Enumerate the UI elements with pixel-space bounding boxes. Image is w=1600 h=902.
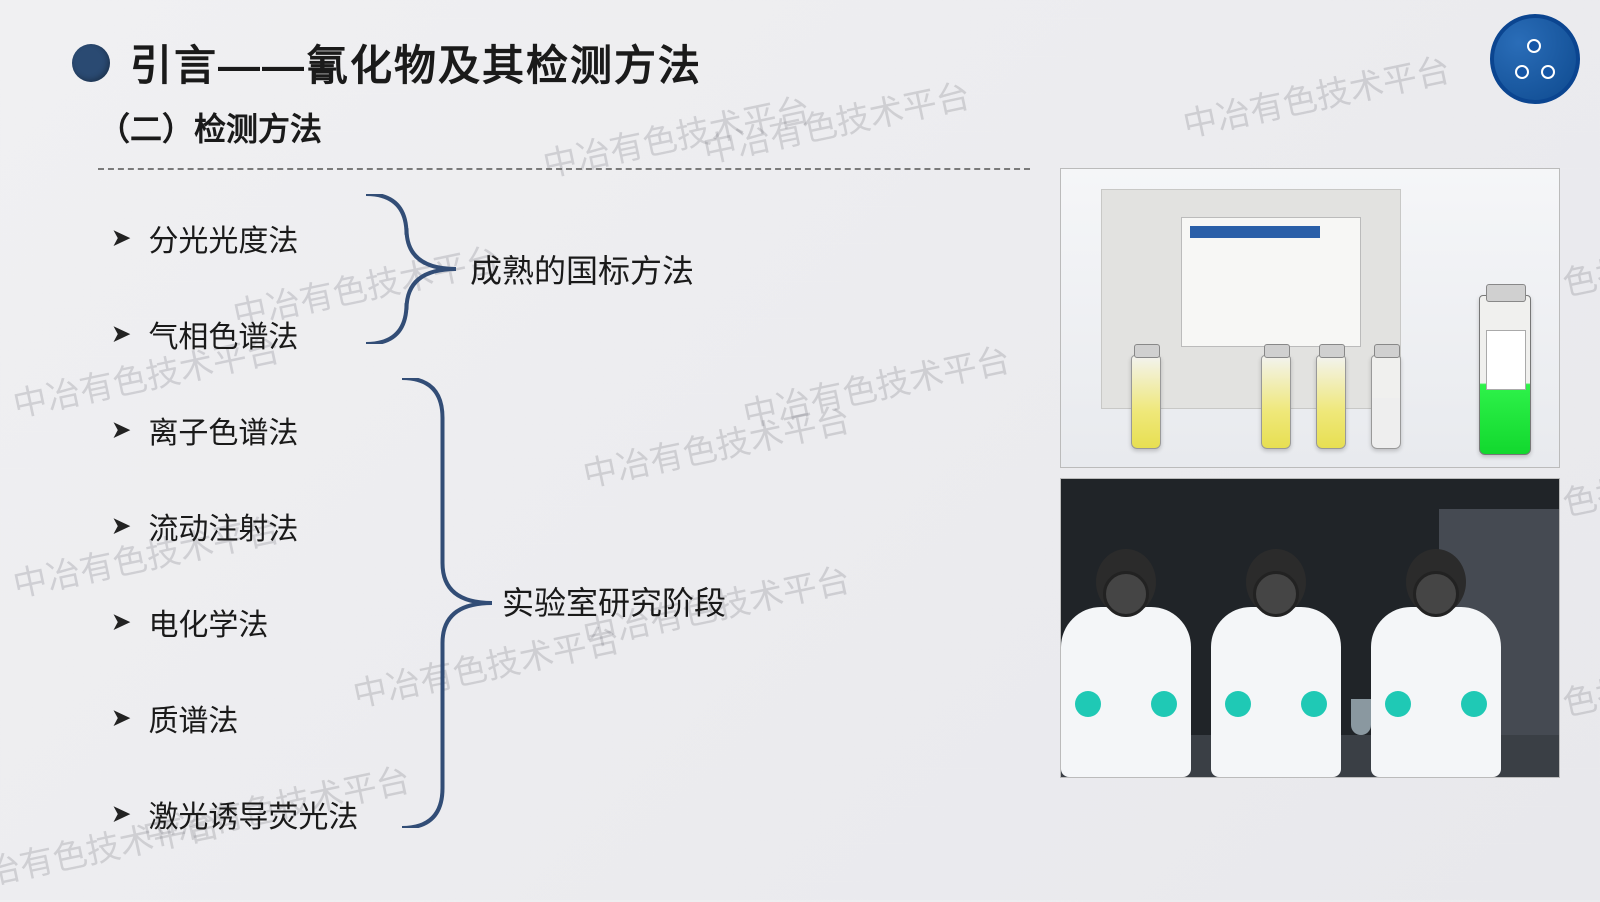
method-item: ➤ 离子色谱法 — [112, 382, 358, 478]
method-label: 离子色谱法 — [148, 408, 298, 452]
institute-logo — [1490, 14, 1580, 104]
slide-title: 引言——氰化物及其检测方法 — [130, 32, 702, 93]
image-lab-scientists — [1060, 478, 1560, 778]
method-label: 质谱法 — [148, 696, 238, 740]
separator-line — [98, 168, 1030, 170]
bullet-arrow-icon: ➤ — [112, 513, 130, 539]
method-list: ➤ 分光光度法 ➤ 气相色谱法 ➤ 离子色谱法 ➤ 流动注射法 ➤ 电化学法 ➤ 质谱法 ➤… — [112, 190, 358, 862]
vial-icon — [1261, 355, 1291, 449]
vial-icon — [1316, 355, 1346, 449]
watermark-text: 中冶有色技术平台 — [578, 392, 854, 496]
bullet-arrow-icon: ➤ — [112, 321, 130, 347]
scientist-icon — [1060, 537, 1201, 777]
slide-title-row: 引言——氰化物及其检测方法 — [72, 32, 702, 93]
logo-molecule-icon — [1515, 39, 1555, 79]
bullet-arrow-icon: ➤ — [112, 417, 130, 443]
watermark-text: 中冶有色技术平台 — [698, 68, 974, 172]
method-item: ➤ 流动注射法 — [112, 478, 358, 574]
bullet-arrow-icon: ➤ — [112, 705, 130, 731]
bullet-arrow-icon: ➤ — [112, 225, 130, 251]
method-label: 分光光度法 — [148, 216, 298, 260]
group-label: 实验室研究阶段 — [502, 578, 726, 624]
scientist-icon — [1201, 537, 1351, 777]
watermark-text: 中冶有色技术平台 — [538, 82, 814, 186]
title-bullet-icon — [72, 44, 110, 82]
method-label: 流动注射法 — [148, 504, 298, 548]
method-item: ➤ 激光诱导荧光法 — [112, 766, 358, 862]
group-brace — [402, 378, 492, 828]
vial-green-icon — [1479, 295, 1531, 455]
vial-icon — [1371, 355, 1401, 449]
vial-icon — [1131, 355, 1161, 449]
group-brace — [366, 194, 456, 344]
bullet-arrow-icon: ➤ — [112, 609, 130, 635]
slide-subtitle: （二）检测方法 — [98, 104, 322, 150]
method-label: 激光诱导荧光法 — [148, 792, 358, 836]
method-label: 电化学法 — [148, 600, 268, 644]
scientist-icon — [1361, 537, 1511, 777]
method-item: ➤ 分光光度法 — [112, 190, 358, 286]
method-item: ➤ 电化学法 — [112, 574, 358, 670]
group-label: 成熟的国标方法 — [470, 246, 694, 292]
method-item: ➤ 质谱法 — [112, 670, 358, 766]
bullet-arrow-icon: ➤ — [112, 801, 130, 827]
method-label: 气相色谱法 — [148, 312, 298, 356]
watermark-text: 中冶有色技术平台 — [1178, 42, 1454, 146]
image-reagent-kit — [1060, 168, 1560, 468]
kit-label-icon — [1181, 217, 1361, 347]
method-item: ➤ 气相色谱法 — [112, 286, 358, 382]
watermark-text: 中冶有色技术平台 — [738, 332, 1014, 436]
